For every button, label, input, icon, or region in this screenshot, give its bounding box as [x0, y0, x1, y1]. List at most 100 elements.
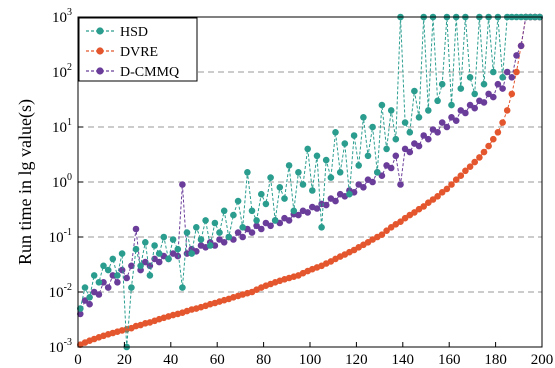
legend-item: D-CMMQ	[86, 65, 179, 80]
data-point	[392, 135, 400, 143]
data-point	[146, 272, 154, 279]
x-tick-label: 0	[74, 352, 82, 368]
data-point	[378, 172, 386, 179]
data-point	[425, 107, 432, 114]
data-point	[397, 181, 404, 188]
legend-label: D-CMMQ	[120, 65, 179, 80]
data-point	[378, 101, 386, 109]
data-point	[462, 109, 469, 117]
data-point	[503, 68, 511, 76]
data-point	[155, 258, 163, 266]
data-point	[476, 154, 483, 161]
data-point	[169, 236, 177, 243]
data-point	[155, 250, 163, 257]
data-point	[374, 169, 381, 176]
data-point	[202, 217, 209, 224]
data-point	[109, 255, 117, 263]
data-point	[452, 117, 460, 124]
data-point	[471, 90, 479, 98]
grid-lines	[78, 71, 542, 293]
y-tick-exponent: 1	[67, 117, 72, 128]
data-point	[128, 284, 135, 291]
data-point	[295, 211, 302, 219]
data-point	[499, 85, 506, 92]
data-point	[142, 239, 149, 246]
data-point	[248, 207, 256, 215]
data-point	[258, 225, 265, 233]
x-tick-label: 200	[531, 352, 554, 368]
data-point	[142, 258, 149, 266]
x-tick-label: 100	[299, 352, 322, 368]
data-point	[438, 119, 446, 126]
data-point	[411, 87, 418, 95]
data-point	[211, 242, 219, 249]
data-point	[457, 85, 465, 92]
data-point	[322, 201, 330, 209]
data-point	[508, 74, 516, 81]
data-point	[397, 218, 404, 225]
y-tick-base: 10	[49, 340, 64, 356]
data-point	[285, 217, 293, 224]
data-point	[81, 284, 89, 291]
data-point	[434, 97, 441, 105]
data-point	[313, 152, 321, 160]
legend-marker	[96, 47, 104, 55]
data-point	[383, 227, 390, 234]
data-point	[480, 80, 488, 88]
legend: HSD DVRE D-CMMQ	[78, 17, 198, 82]
series-dvre	[77, 13, 543, 349]
data-point	[360, 184, 367, 191]
data-point	[239, 233, 246, 241]
data-point	[485, 142, 492, 150]
data-point	[318, 224, 325, 231]
data-point	[95, 279, 103, 286]
y-tick-label: 10-1	[49, 227, 72, 246]
data-point	[86, 294, 93, 301]
data-point	[494, 80, 502, 88]
data-point	[118, 250, 126, 257]
data-point	[448, 114, 455, 121]
data-point	[104, 284, 112, 291]
y-tick-label: 10-3	[49, 337, 72, 356]
y-tick-label: 10-2	[49, 282, 72, 301]
x-tick-label: 140	[392, 352, 415, 368]
data-point	[471, 158, 479, 166]
data-point	[415, 114, 423, 121]
data-point	[132, 245, 140, 253]
y-tick-base: 10	[49, 285, 64, 301]
x-tick-label: 180	[484, 352, 507, 368]
data-point	[448, 181, 455, 188]
data-point	[341, 140, 349, 147]
data-point	[429, 196, 437, 203]
y-tick-label: 101	[52, 117, 72, 136]
data-point	[466, 74, 474, 81]
data-point	[457, 172, 465, 179]
data-point	[443, 123, 451, 131]
data-point	[165, 255, 172, 263]
data-point	[387, 107, 395, 114]
data-point	[285, 162, 293, 169]
y-axis-label: Run time in lg value(s)	[15, 99, 36, 265]
x-tick-label: 60	[210, 352, 225, 368]
x-tick-label: 120	[345, 352, 368, 368]
data-point	[179, 284, 186, 291]
data-point	[490, 68, 497, 76]
data-point	[401, 214, 409, 222]
y-tick-exponent: 0	[67, 172, 72, 183]
data-point	[174, 252, 182, 260]
data-point	[513, 68, 520, 76]
data-point	[276, 184, 284, 191]
data-point	[406, 129, 414, 136]
data-point	[392, 152, 400, 160]
data-point	[211, 219, 219, 227]
data-point	[425, 199, 432, 206]
legend-label: HSD	[120, 25, 148, 40]
data-point	[420, 132, 428, 139]
data-point	[248, 229, 256, 236]
data-point	[267, 222, 274, 230]
y-tick-exponent: -2	[64, 282, 72, 293]
data-point	[503, 107, 511, 114]
y-tick-base: 10	[52, 175, 67, 191]
data-point	[151, 242, 158, 249]
